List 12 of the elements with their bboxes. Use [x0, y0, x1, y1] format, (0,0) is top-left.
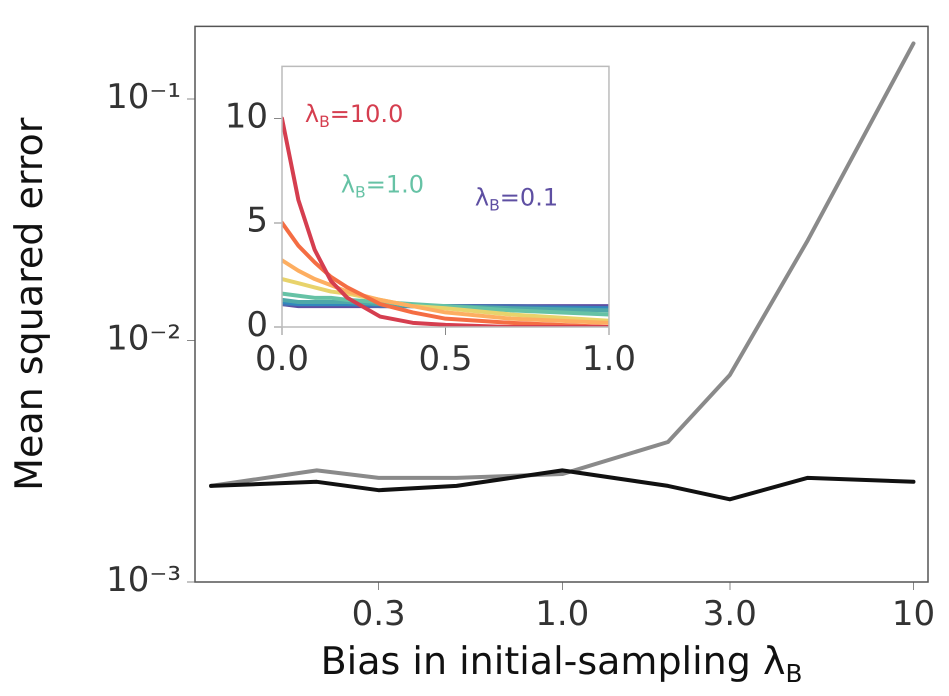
y-tick-label: 10⁻³: [106, 560, 181, 600]
x-tick-label: 0.5: [418, 339, 473, 380]
x-tick-label: 1.0: [535, 594, 590, 634]
x-tick-label: 0.3: [352, 594, 406, 634]
x-tick-label: 3.0: [702, 594, 757, 634]
x-tick-label: 10: [892, 594, 936, 634]
y-tick-label: 5: [246, 200, 268, 241]
y-tick-label: 10⁻²: [106, 318, 181, 358]
y-axis-title: Mean squared error: [6, 117, 51, 491]
x-tick-label: 1.0: [582, 339, 636, 380]
y-tick-label: 10: [224, 96, 268, 136]
y-tick-label: 10⁻¹: [106, 76, 181, 117]
